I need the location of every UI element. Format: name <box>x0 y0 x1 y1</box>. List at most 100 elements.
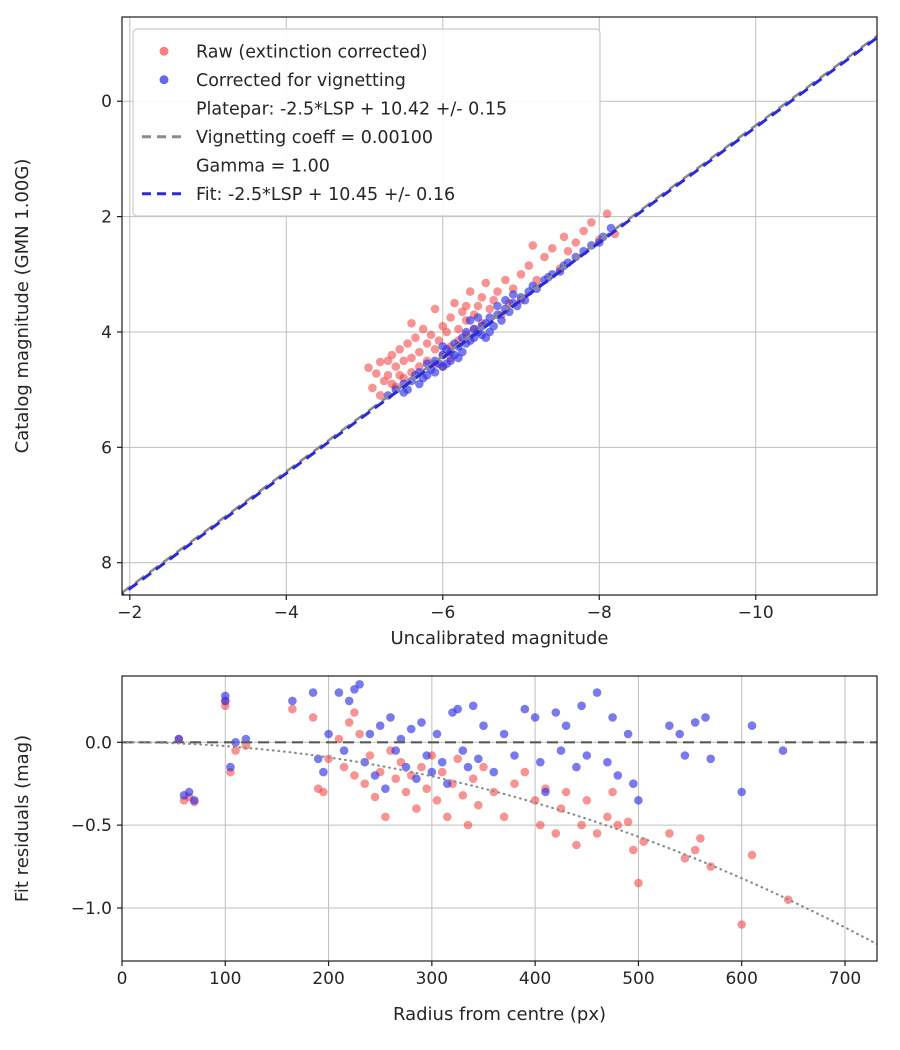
data-point <box>324 754 333 764</box>
data-point <box>399 356 409 366</box>
data-point <box>613 820 623 830</box>
data-point <box>608 713 617 722</box>
data-point <box>375 391 385 400</box>
data-point <box>481 333 491 343</box>
data-point <box>365 751 375 760</box>
data-point <box>375 357 385 367</box>
data-point <box>450 350 459 360</box>
data-point <box>461 301 471 311</box>
data-point <box>602 209 612 218</box>
data-point <box>530 713 540 722</box>
data-point <box>501 275 510 285</box>
data-point <box>690 718 700 727</box>
data-point <box>634 796 643 805</box>
data-point <box>372 369 381 378</box>
data-point <box>603 812 612 822</box>
data-point <box>403 339 412 348</box>
data-point <box>528 241 538 250</box>
data-point <box>520 767 530 777</box>
data-point <box>231 738 240 747</box>
data-point <box>701 713 710 722</box>
data-point <box>313 754 323 764</box>
data-point <box>375 721 385 730</box>
x-tick-label: 400 <box>519 969 551 989</box>
data-point <box>386 713 395 722</box>
data-point <box>391 774 401 783</box>
residuals-chart: 0 100 200 300 400 500 600 700 0.0 −0.5 −1.0 Radius … <box>0 658 900 1050</box>
data-point <box>344 696 354 706</box>
data-point <box>360 779 370 788</box>
data-point <box>437 767 447 777</box>
data-point <box>430 304 440 314</box>
data-point <box>422 370 432 380</box>
data-point <box>778 746 788 755</box>
data-point <box>572 762 581 772</box>
series-raw-extinction-corrected <box>174 696 793 929</box>
data-point <box>430 368 440 377</box>
data-point <box>465 316 475 325</box>
data-point <box>418 324 428 334</box>
plot-border <box>121 16 878 596</box>
y-axis-label: Catalog magnitude (GMN 1.00G) <box>12 159 33 454</box>
data-point <box>481 278 491 288</box>
data-point <box>396 734 406 744</box>
data-point <box>737 787 746 797</box>
data-point <box>737 920 746 929</box>
y-tick-label: −0.5 <box>71 816 112 836</box>
data-point <box>461 327 471 337</box>
legend-label: Gamma = 1.00 <box>196 156 330 176</box>
legend-marker-dot <box>159 46 169 56</box>
y-tick-label: 8 <box>101 554 112 574</box>
data-point <box>406 724 416 734</box>
data-point <box>747 721 757 730</box>
data-point <box>401 787 411 797</box>
data-point <box>540 252 549 262</box>
data-point <box>665 829 674 838</box>
magnitude-fit-svg: −2 −4 −6 −8 −10 0 2 4 6 8 Uncalibrated magnitude Ca… <box>12 16 878 649</box>
data-point <box>468 701 478 711</box>
data-point <box>497 316 506 325</box>
data-point <box>623 729 633 739</box>
legend-label: Corrected for vignetting <box>196 71 406 91</box>
data-point <box>387 350 397 360</box>
data-point <box>350 771 359 780</box>
data-point <box>473 313 483 322</box>
data-point <box>407 319 416 328</box>
data-point <box>437 757 447 767</box>
data-point <box>577 820 586 830</box>
data-point <box>174 734 184 744</box>
x-tick-label: −2 <box>117 603 142 623</box>
data-point <box>561 721 571 730</box>
data-point <box>407 353 416 363</box>
data-point <box>493 301 502 311</box>
data-point <box>381 812 390 822</box>
data-point <box>561 787 571 797</box>
data-point <box>458 746 468 755</box>
data-point <box>324 729 333 739</box>
data-point <box>401 762 411 772</box>
data-point <box>432 729 442 739</box>
data-point <box>453 754 463 764</box>
data-point <box>680 854 690 863</box>
data-point <box>288 696 297 706</box>
data-point <box>443 779 452 788</box>
data-point <box>450 298 459 308</box>
data-point <box>468 774 478 783</box>
data-point <box>415 347 424 357</box>
data-point <box>613 771 623 780</box>
data-point <box>442 359 452 369</box>
data-point <box>489 767 499 777</box>
data-point <box>190 796 199 805</box>
data-point <box>391 362 401 371</box>
data-point <box>432 796 442 805</box>
data-point <box>412 804 421 813</box>
legend-label: Platepar: -2.5*LSP + 10.42 +/- 0.15 <box>196 99 507 119</box>
data-point <box>463 820 473 830</box>
data-point <box>288 704 297 714</box>
y-tick-label: 0.0 <box>85 733 112 753</box>
y-tick-label: 0 <box>101 92 112 112</box>
fit-line <box>122 36 877 595</box>
data-point <box>422 784 432 793</box>
data-point <box>458 347 467 357</box>
